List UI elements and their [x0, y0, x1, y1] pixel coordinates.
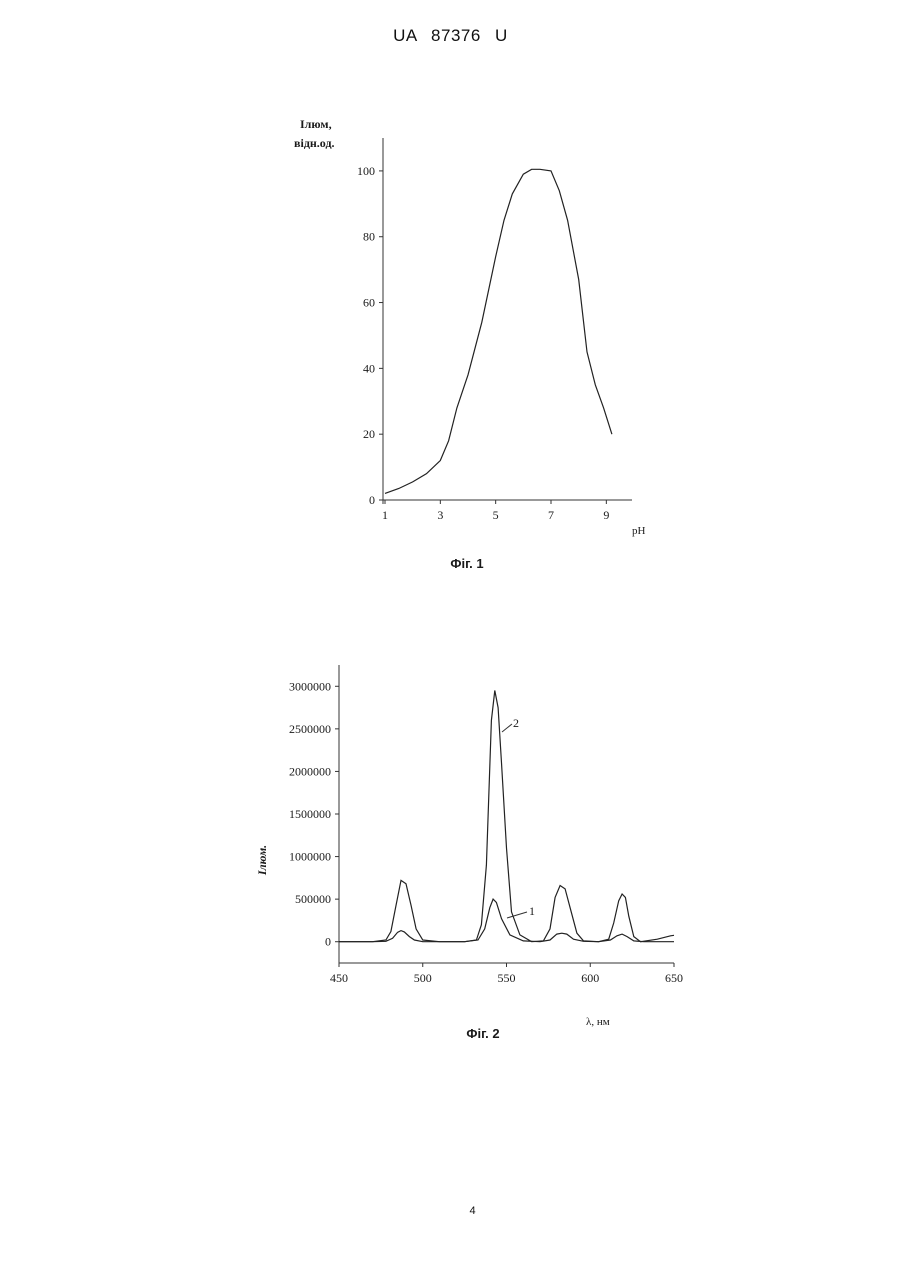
chart2-series-1-pointer [507, 912, 527, 918]
chart1-caption: Фіг. 1 [450, 556, 483, 571]
x-tick-label: 5 [493, 508, 499, 522]
x-tick-label: 3 [437, 508, 443, 522]
chart1-ylabel-line2: відн.од. [294, 136, 335, 150]
page-number: 4 [0, 1205, 901, 1217]
chart2-caption: Фіг. 2 [466, 1026, 499, 1041]
y-tick-label: 3000000 [289, 679, 331, 693]
y-tick-label: 60 [363, 296, 375, 310]
y-tick-label: 20 [363, 427, 375, 441]
x-tick-label: 9 [603, 508, 609, 522]
y-tick-label: 100 [357, 164, 375, 178]
chart2-xlabel: λ, нм [586, 1016, 610, 1028]
y-tick-label: 40 [363, 361, 375, 375]
chart2-series-label-1: 1 [529, 904, 535, 918]
chart-ph-dependence: Iлюм, відн.од. 0 20 40 60 80 100 1 3 5 7 9 pH Фіг… [0, 0, 901, 600]
y-tick-label: 0 [369, 493, 375, 507]
chart2-ylabel: Iлюм. [255, 845, 269, 876]
y-tick-label: 1500000 [289, 807, 331, 821]
x-tick-label: 1 [382, 508, 388, 522]
y-tick-label: 0 [325, 935, 331, 949]
x-tick-label: 7 [548, 508, 554, 522]
y-tick-label: 2500000 [289, 722, 331, 736]
series-line-1 [385, 169, 612, 493]
chart2-series-2-pointer [502, 724, 512, 732]
y-tick-label: 500000 [295, 892, 331, 906]
x-tick-label: 600 [581, 971, 599, 985]
y-tick-label: 2000000 [289, 764, 331, 778]
x-tick-label: 500 [414, 971, 432, 985]
chart2-series-label-2: 2 [513, 716, 519, 730]
chart1-xlabel: pH [632, 525, 646, 537]
x-tick-label: 450 [330, 971, 348, 985]
y-tick-label: 1000000 [289, 850, 331, 864]
chart1-ylabel-line1: Iлюм, [300, 117, 332, 131]
x-tick-label: 650 [665, 971, 683, 985]
chart-luminescence-spectrum: 0 500000 1000000 1500000 2000000 2500000 30000… [0, 640, 901, 1100]
x-tick-label: 550 [498, 971, 516, 985]
y-tick-label: 80 [363, 230, 375, 244]
